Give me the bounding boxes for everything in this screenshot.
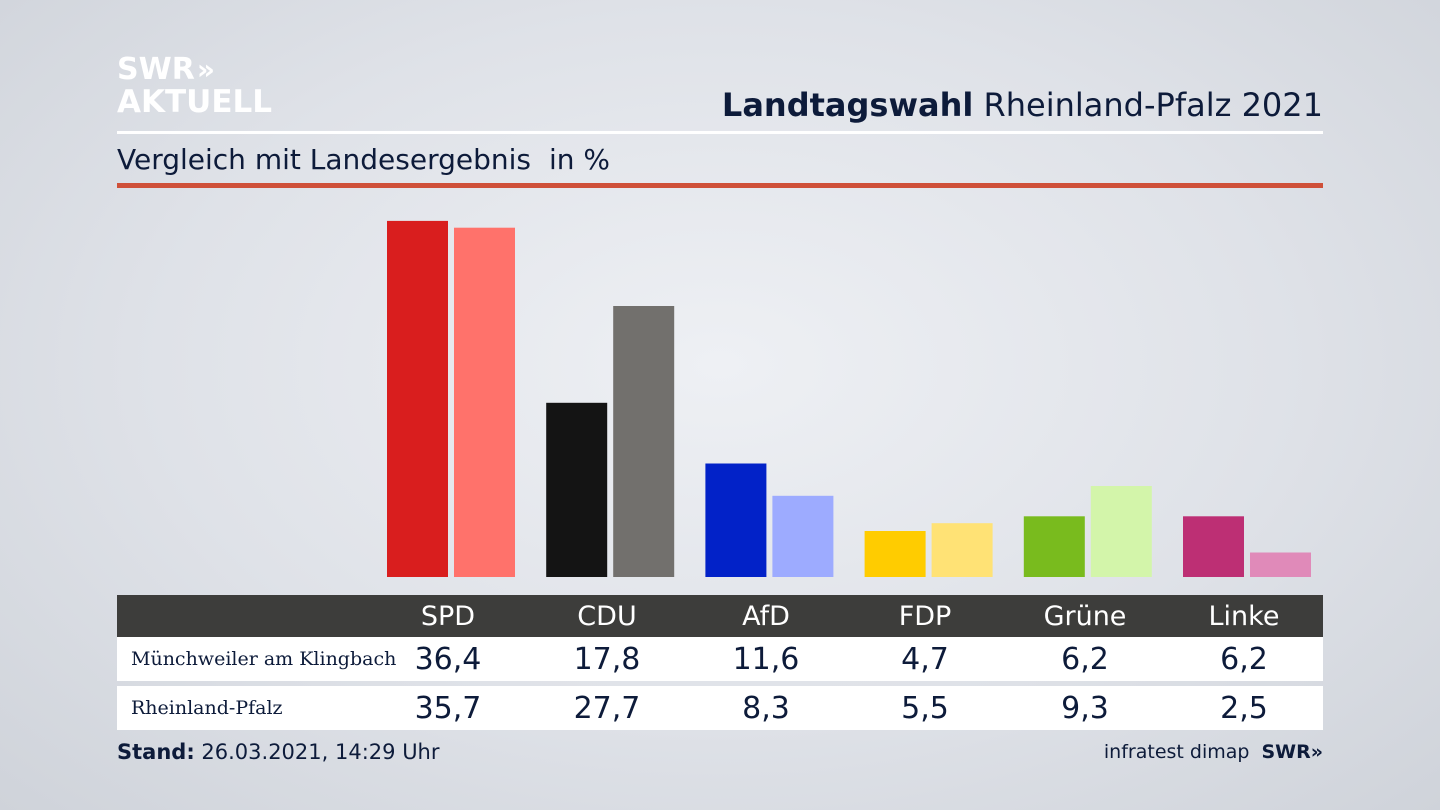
header-spd: SPD: [420, 600, 476, 632]
row-label: Rheinland-Pfalz: [131, 697, 283, 719]
table-cell: 6,2: [1061, 641, 1109, 677]
table-cell: 35,7: [414, 690, 482, 726]
title-bold: Landtagswahl: [721, 86, 974, 124]
table-cell: 27,7: [573, 690, 641, 726]
swr-aktuell-logo: SWR» AKTUELL: [117, 55, 272, 118]
table-cell: 8,3: [742, 690, 790, 726]
logo-line2: AKTUELL: [117, 84, 273, 120]
table-cell: 9,3: [1061, 690, 1109, 726]
bar-afd-state: [772, 495, 834, 577]
header-afd: AfD: [742, 600, 790, 632]
table-cell: 17,8: [573, 641, 641, 677]
bar-cdu-local: [546, 402, 608, 577]
bar-afd-local: [705, 463, 767, 577]
header-linke: Linke: [1208, 600, 1280, 632]
header-fdp: FDP: [898, 600, 952, 632]
accent-rule: [117, 183, 1323, 188]
subtitle-text: Vergleich mit Landesergebnis: [117, 143, 531, 176]
bar-linke-local: [1183, 516, 1244, 577]
table-cell: 36,4: [414, 641, 482, 677]
chart-subtitle: Vergleich mit Landesergebnis in %: [117, 143, 610, 176]
logo-line1: SWR: [117, 52, 195, 87]
header-cdu: CDU: [577, 600, 637, 632]
subtitle-unit: in %: [548, 143, 611, 176]
stand-label: Stand:: [117, 740, 195, 764]
source-credit: infratest dimap SWR»: [1104, 741, 1323, 763]
table-row: Rheinland-Pfalz 35,7 27,7 8,3 5,5 9,3 2,…: [117, 686, 1323, 730]
results-table: SPD CDU AfD FDP Grüne Linke Münchweiler …: [117, 595, 1323, 730]
logo-arrows-icon: »: [196, 53, 215, 86]
table-cell: 5,5: [901, 690, 949, 726]
bar-spd-local: [387, 220, 448, 577]
header-gruene: Grüne: [1043, 600, 1127, 632]
table-cell: 6,2: [1220, 641, 1268, 677]
table-cell: 11,6: [732, 641, 800, 677]
table-cell: 4,7: [901, 641, 949, 677]
bar-spd-state: [454, 227, 515, 577]
bar-linke-state: [1250, 552, 1311, 577]
header-divider: [117, 131, 1323, 134]
table-row: Münchweiler am Klingbach 36,4 17,8 11,6 …: [117, 637, 1323, 681]
title-rest: Rheinland-Pfalz 2021: [983, 86, 1323, 124]
bar-gruene-state: [1090, 486, 1152, 577]
table-header: SPD CDU AfD FDP Grüne Linke: [117, 595, 1323, 637]
table-cell: 2,5: [1220, 690, 1268, 726]
bar-cdu-state: [613, 306, 675, 577]
page-title: Landtagswahl Rheinland-Pfalz 2021: [722, 86, 1323, 124]
row-label: Münchweiler am Klingbach: [131, 648, 397, 670]
swr-brand-logo: SWR»: [1261, 741, 1323, 763]
timestamp: Stand: 26.03.2021, 14:29 Uhr: [117, 740, 440, 764]
bar-gruene-local: [1023, 516, 1085, 577]
source-text: infratest dimap: [1103, 741, 1250, 763]
bar-fdp-local: [864, 531, 926, 577]
stand-value: 26.03.2021, 14:29 Uhr: [201, 740, 440, 764]
bar-fdp-state: [931, 523, 993, 577]
